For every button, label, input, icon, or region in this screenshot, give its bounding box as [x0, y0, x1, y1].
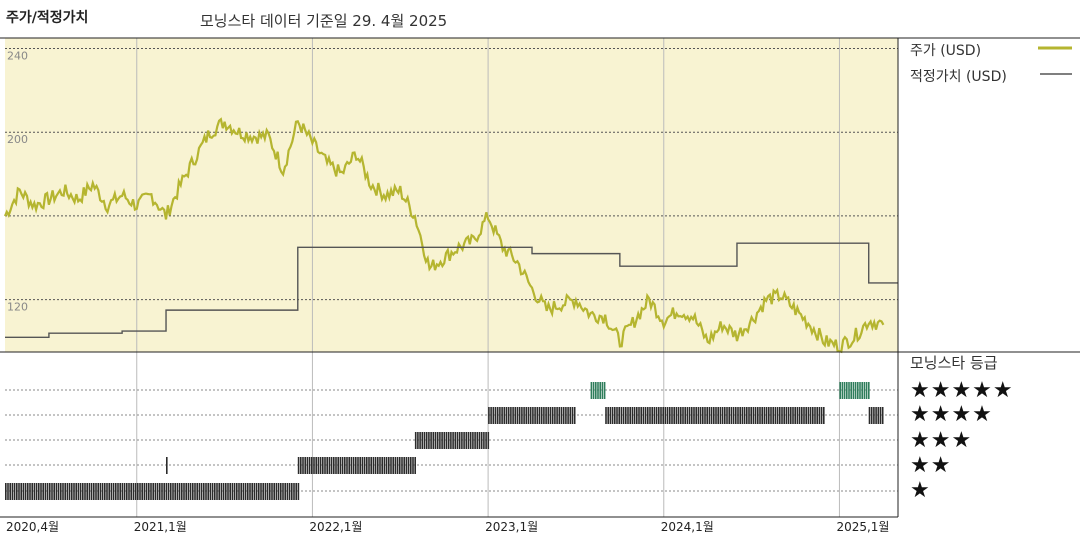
data-date-subtitle: 모닝스타 데이터 기준일 29. 4월 2025	[200, 12, 448, 30]
rating-level-2: ★★	[910, 453, 952, 478]
rating-segment-4-star	[488, 407, 576, 424]
rating-segment-2-star	[166, 457, 168, 474]
rating-segment-2-star	[297, 457, 416, 474]
legend-fair-value-label: 적정가치 (USD)	[910, 69, 1007, 85]
rating-level-3: ★★★	[910, 428, 973, 453]
x-tick-label: 2022,1월	[309, 520, 362, 534]
x-tick-label: 2021,1월	[134, 520, 187, 534]
rating-segment-1-star	[5, 483, 300, 500]
rating-segment-4-star	[605, 407, 825, 424]
x-tick-label: 2023,1월	[485, 520, 538, 534]
rating-level-5: ★★★★★	[910, 378, 1014, 403]
rating-segment-3-star	[414, 432, 490, 449]
x-tick-label: 2024,1월	[661, 520, 714, 534]
rating-panel-title: 모닝스타 등급	[910, 354, 998, 372]
y-tick-label: 240	[7, 49, 28, 62]
y-tick-label: 120	[7, 301, 28, 314]
rating-level-1: ★	[910, 478, 931, 503]
legend-price-label: 주가 (USD)	[910, 43, 982, 59]
rating-segment-5-star	[590, 382, 606, 399]
price-series-line	[3, 117, 885, 354]
fair-value-series-line	[5, 242, 898, 339]
rating-segment-5-star	[839, 382, 870, 399]
rating-level-4: ★★★★	[910, 402, 993, 427]
chart-title: 주가/적정가치	[6, 10, 89, 26]
rating-segment-4-star	[868, 407, 884, 424]
x-tick-label: 2025,1월	[836, 520, 889, 534]
y-tick-label: 200	[7, 133, 28, 146]
x-tick-label: 2020,4월	[6, 520, 59, 534]
